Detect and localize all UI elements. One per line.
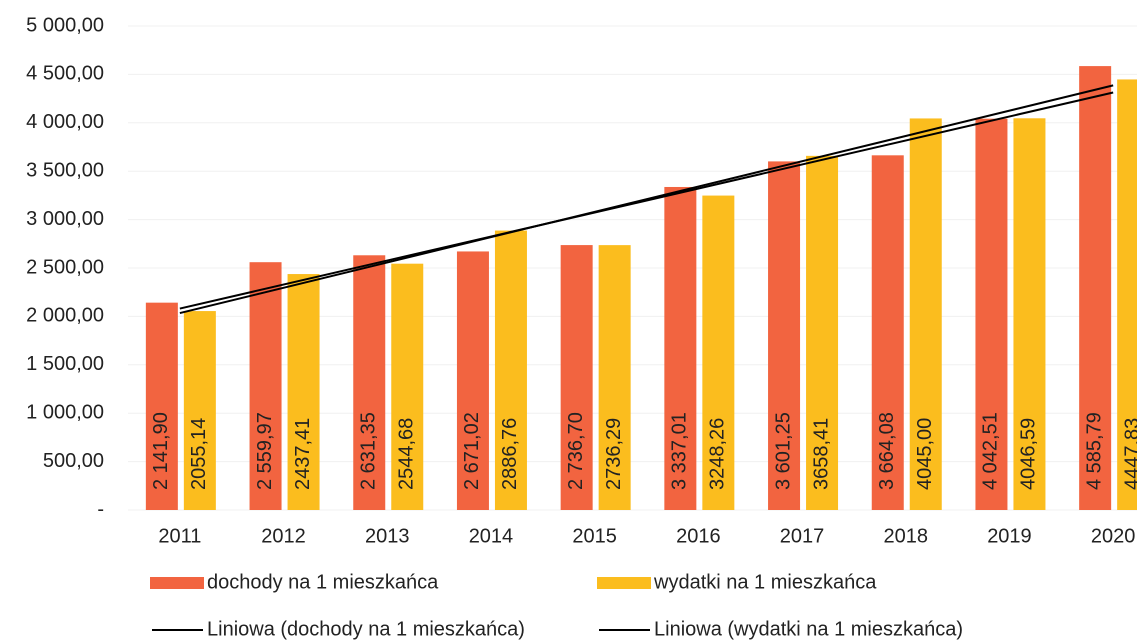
y-tick-label: 1 000,00	[26, 401, 104, 423]
legend-label: wydatki na 1 mieszkańca	[653, 571, 877, 593]
legend-swatch	[597, 577, 651, 589]
bar	[909, 118, 942, 510]
legend-label: Liniowa (wydatki na 1 mieszkańca)	[654, 618, 963, 640]
y-tick-label: 4 000,00	[26, 111, 104, 133]
bar	[249, 262, 282, 510]
value-label: 3248,26	[707, 418, 729, 490]
bar	[1117, 79, 1137, 510]
value-label: 2 631,35	[358, 412, 380, 490]
value-label: 4 585,79	[1083, 412, 1105, 490]
x-tick-label: 2012	[261, 525, 306, 547]
x-tick-label: 2019	[987, 525, 1032, 547]
legend-label: dochody na 1 mieszkańca	[207, 571, 439, 593]
x-tick-label: 2015	[572, 525, 617, 547]
value-label: 4 042,51	[980, 412, 1002, 490]
bar	[183, 311, 216, 510]
x-tick-label: 2013	[365, 525, 410, 547]
bar	[560, 245, 593, 510]
trend-line	[179, 84, 1114, 315]
value-label: 2 559,97	[254, 412, 276, 490]
bar	[456, 251, 489, 511]
bar	[1013, 118, 1046, 510]
bar	[664, 186, 697, 511]
value-label: 4045,00	[914, 418, 936, 490]
value-label: 2 736,70	[565, 412, 587, 490]
legend-label: Liniowa (dochody na 1 mieszkańca)	[207, 618, 525, 640]
value-label: 2 671,02	[461, 412, 483, 490]
value-label: 2437,41	[292, 418, 314, 490]
y-tick-label: 3 500,00	[26, 159, 104, 181]
trend-line	[179, 91, 1114, 310]
value-label: 2886,76	[499, 418, 521, 490]
bar	[871, 155, 904, 510]
x-tick-label: 2016	[676, 525, 721, 547]
y-tick-label: 2 500,00	[26, 256, 104, 278]
legend-swatch	[150, 577, 204, 589]
y-tick-label: 1 500,00	[26, 353, 104, 375]
bar	[494, 230, 527, 510]
x-tick-label: 2017	[780, 525, 825, 547]
x-tick-label: 2020	[1091, 525, 1136, 547]
bar	[975, 118, 1008, 511]
value-label: 4046,59	[1018, 418, 1040, 490]
bar	[287, 274, 320, 510]
value-label: 4447,83	[1121, 418, 1137, 490]
bar	[1079, 66, 1112, 511]
bar	[353, 255, 386, 510]
y-tick-label: 5 000,00	[26, 14, 104, 36]
value-label: 2544,68	[396, 418, 418, 490]
x-tick-label: 2018	[884, 525, 929, 547]
bar	[391, 263, 424, 510]
x-tick-label: 2011	[158, 525, 201, 547]
value-label: 3 664,08	[876, 412, 898, 490]
bar	[145, 302, 178, 510]
value-label: 2055,14	[188, 418, 210, 490]
value-label: 2736,29	[603, 418, 625, 490]
value-label: 3 337,01	[669, 412, 691, 490]
bar	[598, 245, 631, 510]
y-tick-label: 3 000,00	[26, 208, 104, 230]
y-tick-label: 4 500,00	[26, 63, 104, 85]
bar	[768, 161, 801, 511]
y-tick-label: 2 000,00	[26, 305, 104, 327]
x-tick-label: 2014	[469, 525, 514, 547]
value-label: 3 601,25	[772, 412, 794, 490]
y-tick-label: 500,00	[43, 450, 104, 472]
bar	[806, 155, 839, 510]
y-tick-label: -	[97, 498, 104, 520]
value-label: 3658,41	[810, 418, 832, 490]
value-label: 2 141,90	[150, 412, 172, 490]
bar	[702, 195, 735, 511]
